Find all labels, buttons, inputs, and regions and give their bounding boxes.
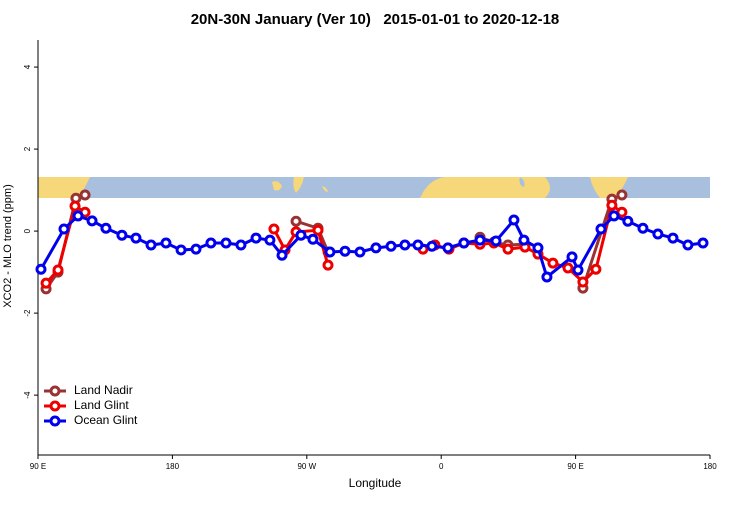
data-point [268,223,280,235]
data-point [426,240,438,252]
data-point [518,234,530,246]
data-point [547,257,559,269]
data-point [442,242,454,254]
y-tick-label: 0 [23,228,32,233]
data-point [290,215,302,227]
data-point [100,222,112,234]
data-point [562,262,574,274]
data-point [312,224,324,236]
data-point [652,228,664,240]
data-point [276,249,288,261]
data-point [235,239,247,251]
data-point [508,214,520,226]
y-tick-label: -2 [23,309,32,317]
legend-label: Ocean Glint [74,413,138,427]
data-point [490,235,502,247]
data-point [72,210,84,222]
data-point [175,244,187,256]
legend-marker [49,415,61,427]
data-point [250,232,262,244]
data-point [502,243,514,255]
data-point [616,189,628,201]
data-point [595,223,607,235]
data-point [458,237,470,249]
y-tick-label: 2 [23,146,32,151]
legend-marker [49,400,61,412]
data-point [58,223,70,235]
data-point [682,239,694,251]
data-point [608,210,620,222]
data-point [566,251,578,263]
data-point [35,263,47,275]
data-point [145,239,157,251]
data-point [324,246,336,258]
data-point [667,232,679,244]
data-point [697,237,709,249]
chart-title: 20N-30N January (Ver 10) 2015-01-01 to 2… [191,11,560,28]
data-point [577,276,589,288]
data-point [399,239,411,251]
x-tick-label: 90 W [297,462,316,471]
data-point [79,189,91,201]
data-point [69,200,81,212]
data-point [532,242,544,254]
data-point [339,245,351,257]
data-point [86,215,98,227]
x-tick-label: 0 [439,462,444,471]
data-point [385,240,397,252]
data-point [622,215,634,227]
data-point [354,246,366,258]
data-point [541,271,553,283]
map-strip [38,177,710,198]
data-point [40,277,52,289]
data-point [370,242,382,254]
x-tick-label: 180 [703,462,717,471]
data-point [322,259,334,271]
data-point [130,232,142,244]
legend-marker [49,385,61,397]
data-point [307,233,319,245]
data-point [220,237,232,249]
data-point [205,237,217,249]
data-point [190,243,202,255]
data-point [572,264,584,276]
y-axis-label: XCO2 - MLO trend (ppm) [2,184,14,307]
y-tick-label: -4 [23,391,32,399]
data-point [264,234,276,246]
data-point [637,222,649,234]
data-point [412,239,424,251]
data-point [590,263,602,275]
x-tick-label: 90 E [30,462,46,471]
data-point [52,264,64,276]
data-point [474,234,486,246]
data-point [116,229,128,241]
x-tick-label: 90 E [567,462,583,471]
legend-label: Land Glint [74,398,129,412]
y-tick-label: 4 [23,64,32,69]
data-point [160,237,172,249]
x-tick-label: 180 [166,462,180,471]
x-axis-label: Longitude [349,476,402,490]
data-point [606,199,618,211]
legend-label: Land Nadir [74,383,133,397]
data-point [295,229,307,241]
